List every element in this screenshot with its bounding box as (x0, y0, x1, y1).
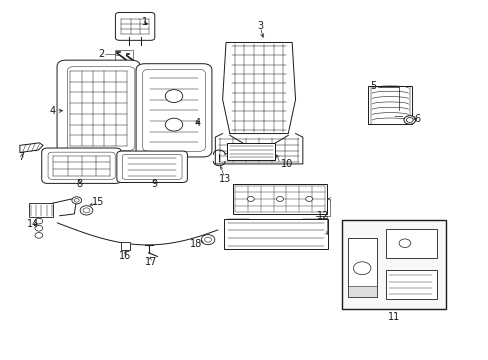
Polygon shape (20, 143, 43, 153)
Bar (368, 86, 411, 124)
Text: 6: 6 (414, 113, 420, 123)
Text: 4: 4 (50, 106, 56, 116)
Circle shape (83, 208, 90, 213)
Circle shape (80, 206, 93, 215)
Circle shape (74, 199, 79, 202)
Text: 11: 11 (387, 312, 399, 322)
Text: 5: 5 (369, 81, 376, 91)
Bar (347, 238, 376, 297)
Circle shape (165, 90, 183, 103)
Bar (224, 219, 328, 249)
Text: 10: 10 (281, 159, 293, 169)
Text: 2: 2 (99, 49, 105, 59)
FancyBboxPatch shape (57, 60, 140, 157)
Bar (115, 50, 133, 61)
Bar (227, 143, 275, 160)
FancyBboxPatch shape (115, 13, 155, 40)
Bar (232, 184, 327, 214)
Text: 17: 17 (144, 257, 157, 267)
Text: 3: 3 (257, 21, 263, 31)
FancyBboxPatch shape (117, 151, 187, 183)
Circle shape (398, 239, 410, 248)
Text: 16: 16 (119, 251, 131, 261)
Text: 18: 18 (189, 239, 202, 249)
Circle shape (72, 197, 81, 204)
Circle shape (406, 117, 412, 122)
Bar (29, 203, 53, 217)
Text: 12: 12 (316, 211, 328, 221)
Bar (347, 286, 376, 297)
Circle shape (305, 197, 312, 202)
Bar (385, 270, 436, 298)
Circle shape (353, 262, 370, 275)
Circle shape (201, 235, 214, 245)
Text: 7: 7 (19, 153, 25, 162)
Text: 13: 13 (219, 174, 231, 184)
FancyBboxPatch shape (136, 64, 211, 157)
Text: 8: 8 (76, 179, 82, 189)
Bar (227, 219, 248, 249)
Circle shape (247, 197, 254, 202)
FancyBboxPatch shape (41, 148, 121, 183)
Text: 1: 1 (142, 17, 148, 27)
Circle shape (403, 116, 415, 124)
Bar (303, 219, 324, 249)
Circle shape (276, 197, 283, 202)
Text: 9: 9 (151, 179, 157, 189)
Bar (385, 229, 436, 257)
Text: 15: 15 (92, 197, 104, 207)
Bar (341, 220, 446, 309)
Circle shape (204, 237, 211, 242)
Text: 4: 4 (194, 118, 200, 128)
Text: 14: 14 (27, 219, 39, 229)
Circle shape (165, 118, 183, 131)
Bar (120, 242, 130, 250)
